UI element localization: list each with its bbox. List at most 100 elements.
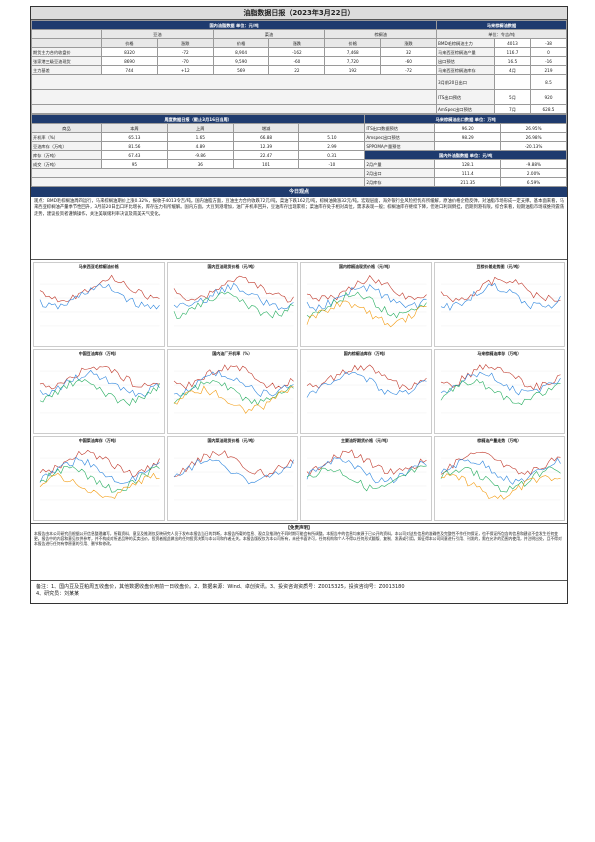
series-line [306, 284, 427, 312]
ms-label: ITS出口数据预估 [364, 123, 436, 133]
series-line [173, 282, 294, 311]
cell: 7,720 [324, 56, 382, 66]
price-label: 价格 [212, 38, 270, 48]
cell: 8,904 [212, 47, 270, 57]
chart-plot [173, 450, 294, 501]
intl-value: 920 [529, 89, 568, 105]
intl-row-label: AmSpec出口预估 [435, 104, 495, 114]
chart-title: 国内油厂开机率（%） [212, 351, 253, 356]
chart-title: 国内棕榈油库存（万吨） [343, 351, 388, 356]
series-line [440, 282, 561, 311]
chart-panel: 主要油籽期货价格（元/吨） [300, 436, 432, 521]
chart-plot [306, 274, 427, 328]
cell: -60 [268, 56, 326, 66]
change-label: 涨跌 [156, 38, 214, 48]
series-line [39, 274, 160, 303]
series-line [440, 378, 561, 406]
chart-panel: 马来西亚毛棕榈油价格 [33, 262, 165, 347]
series-line [173, 380, 294, 406]
change-label: 涨跌 [380, 38, 437, 48]
intl-value: 116.7 [493, 47, 531, 57]
weekly-cell: -9.86 [166, 150, 234, 160]
cell: 7,468 [324, 47, 382, 57]
weekly-label: 库存（万吨） [31, 150, 102, 160]
weekly-cell: 1.65 [166, 132, 234, 142]
series-line [306, 465, 427, 492]
intl-value: 16.5 [493, 56, 531, 66]
row-label: 张家港三级豆油现货 [31, 56, 102, 66]
ms-value [434, 141, 502, 151]
cell: 744 [101, 65, 158, 75]
series-line [440, 371, 561, 396]
row-label: 主力基差 [31, 65, 102, 75]
chart-title: 中国豆油库存（万吨） [78, 351, 119, 356]
weekly-col: 增减 [232, 123, 300, 133]
chart-panel: 国内菜油现货价格（元/吨） [166, 436, 298, 521]
intl-value: -16 [529, 56, 568, 66]
disclaimer-title: 【免责声明】 [285, 526, 313, 531]
weekly-label: 豆油库存（万吨） [31, 141, 102, 151]
intl-header: 马来棕榈油数据 [435, 20, 568, 30]
weekly-col: 本周 [101, 123, 168, 133]
intl-row-label: BMD毛棕榈油主力 [435, 38, 495, 48]
weekly-col: 上周 [166, 123, 234, 133]
series-line [440, 276, 561, 303]
spot-value: 211.35 [434, 177, 502, 187]
spot-value: 128.1 [434, 159, 502, 169]
spot-value: -9.88% [500, 159, 567, 169]
intl-row-label: 出口预估 [435, 56, 495, 66]
series-line [173, 458, 294, 485]
series-line [39, 449, 160, 478]
row-label: 期货主力合约收盘价 [31, 47, 102, 57]
chart-panel: 马来棕榈油库存（万吨） [433, 349, 565, 434]
ms-label: Amspec出口预估 [364, 132, 436, 142]
weekly-cell: 4.89 [166, 141, 234, 151]
top-table: 国内油脂数据 单位：元/吨 马来棕榈油数据 豆油 菜油 棕榈油 单位：令吉/吨 … [31, 20, 568, 114]
chart-plot [306, 449, 427, 501]
series-line [440, 466, 561, 493]
weekly-cell: -10 [298, 159, 366, 169]
ms-value: -20.13% [500, 141, 567, 151]
weekly-cell: 66.88 [232, 132, 300, 142]
spot-label: 2月库存 [364, 177, 436, 187]
series-line [306, 364, 427, 390]
domestic-header: 国内油脂数据 单位：元/吨 [31, 20, 437, 30]
intl-row-label: ITS出口预估 [435, 89, 495, 105]
series-line [440, 364, 561, 391]
series-line [306, 274, 427, 302]
chart-plot [173, 275, 294, 327]
intl-row-label: 马来西亚棕榈油库存 [435, 65, 495, 75]
chart-panel: 国内棕榈油现货价格（元/吨） [300, 262, 432, 347]
series-line [173, 291, 294, 319]
weekly-cell: 95 [101, 159, 168, 169]
summary-text: 观点：BMD毛棕榈油周四运行，马来棕榈油期价上涨0.32%，报收于4013令吉/… [31, 197, 567, 260]
chart-plot [440, 451, 561, 501]
chart-title: 国内菜油现货价格（元/吨） [207, 438, 257, 443]
intl-value: 7月 [493, 104, 531, 114]
chart-plot [440, 276, 561, 327]
series-line [306, 300, 427, 328]
footnote-line: 备注：1、国内豆及豆粕周五收盘价，其他数据收盘价用前一日收盘价。2、数据来源：W… [36, 584, 405, 590]
disclaimer: 【免责声明】 本报告由本公司研究员根据公开信息整理编写，所载资料、意见及推测仅反… [31, 524, 567, 581]
intl-value: 4013 [493, 38, 531, 48]
chart-panel: 棕榈油产量走势（万吨） [433, 436, 565, 521]
cell: 8690 [101, 56, 158, 66]
series-line [173, 369, 294, 397]
chart-title: 马来西亚毛棕榈油价格 [78, 264, 119, 269]
chart-plot [306, 364, 427, 414]
cell: -72 [156, 47, 214, 57]
cell: 22 [268, 65, 326, 75]
chart-grid: 马来西亚毛棕榈油价格 国内豆油现货价格（元/吨） 国内棕榈油现货价格（元/吨） 豆棕价… [31, 260, 567, 524]
chart-plot [39, 365, 160, 414]
cell: 9,590 [212, 56, 270, 66]
intl-value: 219 [529, 65, 568, 75]
weekly-cell: 22.47 [232, 150, 300, 160]
intl-unit: 单位：令吉/吨 [435, 29, 568, 39]
series-line [39, 465, 160, 493]
series-line [39, 369, 160, 398]
weekly-cell: 101 [232, 159, 300, 169]
weekly-label: 开机率（%） [31, 132, 102, 142]
cell: 32 [380, 47, 437, 57]
chart-panel: 国内棕榈油库存（万吨） [300, 349, 432, 434]
series-line [306, 371, 427, 398]
